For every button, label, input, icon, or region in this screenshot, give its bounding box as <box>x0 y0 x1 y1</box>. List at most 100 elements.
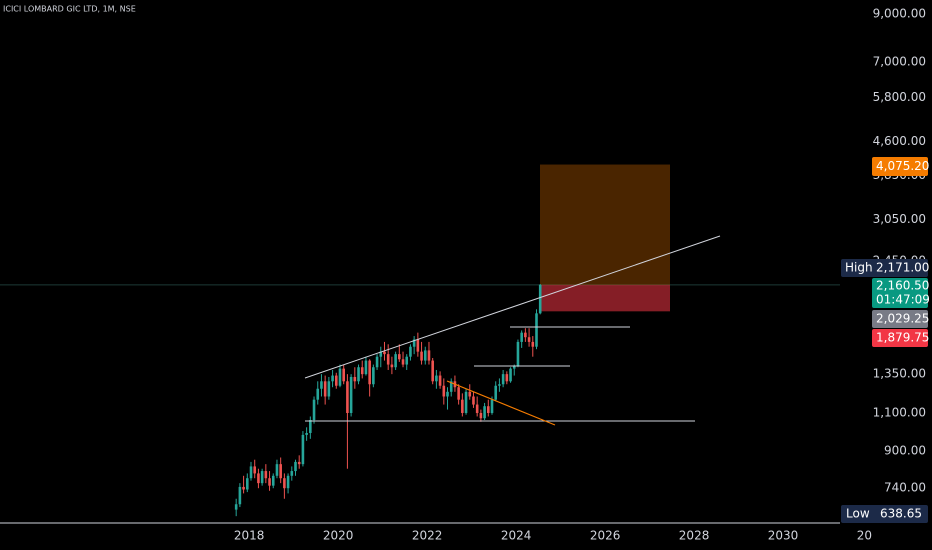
candle-body <box>290 471 294 476</box>
y-tick-label: 9,000.00 <box>873 7 926 21</box>
price-marker-label: 1,879.75 <box>876 331 929 345</box>
y-tick-label: 3,050.00 <box>873 212 926 226</box>
candle-body <box>234 504 238 510</box>
candle-body <box>312 399 316 421</box>
candle-body <box>316 388 320 400</box>
candle-body <box>494 385 498 400</box>
trendline-orange[interactable] <box>446 380 556 426</box>
candle-body <box>271 475 275 486</box>
candle-body <box>520 332 523 342</box>
candle-body <box>368 360 371 385</box>
candle-body <box>342 368 345 382</box>
candle-body <box>438 375 442 386</box>
candle-body <box>279 464 282 479</box>
x-tick-label: 2032 <box>857 529 888 543</box>
candle-body <box>527 337 531 342</box>
candle-body <box>420 351 423 361</box>
time-axis: 2018 2020 2022 2024 2026 2028 2030 2032 <box>234 529 888 543</box>
y-tick-label: 7,000.00 <box>873 54 926 68</box>
candle-body <box>472 396 475 405</box>
candle-body <box>268 478 271 486</box>
candle-body <box>275 464 279 476</box>
candle-body <box>383 351 386 355</box>
candle-body <box>442 385 446 397</box>
candle-body <box>446 391 449 397</box>
y-tick-label: 5,800.00 <box>873 90 926 104</box>
candle-body <box>538 284 542 314</box>
price-marker <box>872 329 928 347</box>
candle-body <box>245 478 249 490</box>
candle-body <box>346 381 349 413</box>
candle-body <box>323 381 327 397</box>
candle-body <box>416 339 420 352</box>
candle-body <box>260 471 264 484</box>
candle-body <box>427 350 431 361</box>
candle-body <box>464 391 468 413</box>
countdown: 01:47:09 <box>876 293 930 307</box>
target-zone <box>540 164 670 285</box>
x-tick-label: 2018 <box>234 529 265 543</box>
low-marker-name: Low <box>846 507 870 521</box>
candle-body <box>375 356 379 368</box>
candle-body <box>501 374 505 385</box>
candle-body <box>320 381 323 389</box>
candle-body <box>386 354 390 365</box>
candle-body <box>379 351 383 357</box>
candle-body <box>305 432 308 435</box>
price-scale: 740.00900.001,100.001,350.002,450.003,05… <box>841 7 930 523</box>
candle-body <box>509 368 512 382</box>
candle-body <box>338 368 342 386</box>
candle-body <box>390 364 394 368</box>
price-marker-label: 2,160.50 <box>876 279 929 293</box>
candle-body <box>524 332 527 338</box>
candle-body <box>512 365 516 369</box>
y-tick-label: 4,600.00 <box>873 134 926 148</box>
candle-body <box>531 341 535 347</box>
plot-area <box>0 164 840 517</box>
candle-body <box>238 486 242 505</box>
candle-body <box>479 412 483 419</box>
candle-body <box>412 339 416 347</box>
candle-body <box>360 367 364 375</box>
price-marker-label: 2,029.25 <box>876 312 929 326</box>
trendline[interactable] <box>304 235 721 379</box>
candle-body <box>516 341 520 366</box>
candle-body <box>394 354 397 368</box>
chart-title: ICICI LOMBARD GIC LTD, 1M, NSE <box>3 5 136 14</box>
candle-body <box>449 381 453 392</box>
candle-body <box>431 360 434 382</box>
candle-body <box>301 434 305 465</box>
low-marker <box>841 505 928 523</box>
candle-body <box>357 367 360 382</box>
candle-body <box>505 374 509 382</box>
candle-body <box>498 384 501 386</box>
candle-body <box>461 399 464 413</box>
candle-body <box>475 404 479 413</box>
candle-body <box>435 375 438 382</box>
candle-body <box>490 399 494 413</box>
x-tick-label: 2030 <box>768 529 799 543</box>
candle-body <box>457 387 460 400</box>
candle-body <box>349 376 353 413</box>
x-tick-label: 2024 <box>501 529 532 543</box>
high-marker-label: 2,171.00 <box>876 261 929 275</box>
candle-body <box>486 406 490 413</box>
stop-zone <box>540 284 670 312</box>
price-marker <box>872 157 928 176</box>
x-tick-label: 2026 <box>590 529 621 543</box>
candle-body <box>468 391 472 397</box>
candle-body <box>294 461 297 472</box>
candle-body <box>249 466 253 479</box>
candle-body <box>327 381 331 397</box>
price-marker <box>872 310 928 328</box>
candle-body <box>309 420 312 433</box>
x-tick-label: 2022 <box>412 529 443 543</box>
candle-body <box>401 359 405 365</box>
candle-body <box>353 376 357 382</box>
price-marker-label: 4,075.20 <box>876 159 929 173</box>
low-marker-label: 638.65 <box>880 507 922 521</box>
candle-body <box>535 313 538 347</box>
candle-body <box>409 346 412 357</box>
y-tick-label: 1,350.00 <box>873 367 926 381</box>
high-marker <box>841 259 928 277</box>
